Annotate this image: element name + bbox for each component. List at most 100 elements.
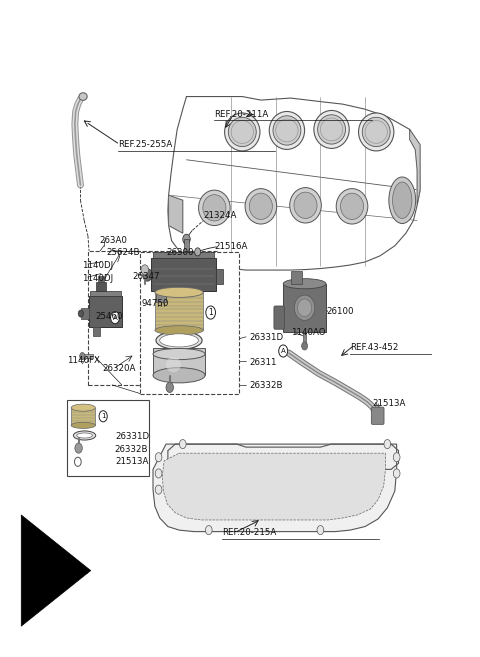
Text: 26311: 26311 <box>250 357 277 367</box>
Bar <box>140 252 239 394</box>
Text: 26332B: 26332B <box>114 445 147 453</box>
Ellipse shape <box>155 287 203 298</box>
Ellipse shape <box>314 110 349 148</box>
Ellipse shape <box>228 118 256 147</box>
Bar <box>89 296 122 327</box>
Ellipse shape <box>294 295 315 321</box>
Circle shape <box>301 342 308 350</box>
Ellipse shape <box>393 182 412 219</box>
FancyBboxPatch shape <box>274 306 284 329</box>
Ellipse shape <box>156 331 202 350</box>
Bar <box>153 252 215 258</box>
Text: REF.25-255A: REF.25-255A <box>118 140 172 149</box>
Text: 263A0: 263A0 <box>99 237 127 245</box>
Ellipse shape <box>155 326 203 335</box>
Circle shape <box>384 440 391 449</box>
Ellipse shape <box>166 357 181 373</box>
Ellipse shape <box>340 193 363 219</box>
Bar <box>96 283 106 291</box>
Circle shape <box>206 306 216 319</box>
Text: REF.20-211A: REF.20-211A <box>215 110 269 119</box>
Ellipse shape <box>71 422 96 428</box>
Circle shape <box>155 485 162 494</box>
Text: 26100: 26100 <box>326 307 353 316</box>
Ellipse shape <box>389 177 416 223</box>
Text: REF.43-452: REF.43-452 <box>350 344 398 352</box>
FancyBboxPatch shape <box>372 407 384 424</box>
Text: 1140DJ: 1140DJ <box>83 261 113 269</box>
Bar <box>93 327 100 336</box>
Text: 1140AO: 1140AO <box>290 328 325 337</box>
Text: 1140DJ: 1140DJ <box>83 274 113 283</box>
Ellipse shape <box>362 118 390 147</box>
Circle shape <box>279 345 288 357</box>
Text: 26320A: 26320A <box>103 364 136 373</box>
Bar <box>71 407 96 425</box>
Circle shape <box>141 265 148 275</box>
Text: 1: 1 <box>208 308 213 317</box>
Bar <box>153 348 205 375</box>
Bar <box>156 291 167 302</box>
Ellipse shape <box>290 188 321 223</box>
Polygon shape <box>162 453 385 520</box>
Text: 21516A: 21516A <box>215 242 248 251</box>
Text: 94750: 94750 <box>142 300 169 308</box>
Ellipse shape <box>359 113 394 151</box>
Bar <box>97 276 104 283</box>
Circle shape <box>166 382 173 392</box>
Circle shape <box>180 440 186 449</box>
Ellipse shape <box>336 189 368 224</box>
Ellipse shape <box>225 113 260 151</box>
Text: 25460: 25460 <box>96 312 123 321</box>
Bar <box>216 269 223 284</box>
Bar <box>283 284 326 332</box>
Text: 1140FX: 1140FX <box>67 356 100 365</box>
Polygon shape <box>410 129 420 205</box>
Bar <box>90 291 120 296</box>
Ellipse shape <box>294 192 317 219</box>
Ellipse shape <box>199 190 230 225</box>
Text: 21513A: 21513A <box>116 457 149 466</box>
Text: 25624B: 25624B <box>107 248 140 258</box>
Ellipse shape <box>73 431 96 440</box>
Text: 21513A: 21513A <box>372 399 406 408</box>
Ellipse shape <box>77 433 92 438</box>
Ellipse shape <box>245 189 276 224</box>
Bar <box>303 332 306 346</box>
Ellipse shape <box>160 334 198 347</box>
Ellipse shape <box>318 115 346 144</box>
Circle shape <box>155 469 162 478</box>
Text: REF.20-215A: REF.20-215A <box>222 528 276 537</box>
Ellipse shape <box>143 269 152 281</box>
Bar <box>82 354 93 358</box>
Ellipse shape <box>298 299 312 317</box>
Polygon shape <box>168 195 183 233</box>
Ellipse shape <box>269 112 305 149</box>
Circle shape <box>80 353 85 359</box>
Circle shape <box>155 453 162 462</box>
Ellipse shape <box>283 279 326 289</box>
Text: 26332B: 26332B <box>250 382 283 390</box>
Bar <box>184 239 189 251</box>
Circle shape <box>183 234 190 244</box>
Text: 26300: 26300 <box>166 248 193 258</box>
Ellipse shape <box>249 193 273 219</box>
Text: 26331D: 26331D <box>250 333 284 342</box>
Bar <box>151 258 216 291</box>
Circle shape <box>393 453 400 462</box>
Ellipse shape <box>71 404 96 411</box>
Bar <box>67 400 148 476</box>
Ellipse shape <box>153 348 205 359</box>
Text: 26347: 26347 <box>132 271 160 281</box>
Ellipse shape <box>273 116 301 145</box>
Circle shape <box>317 526 324 535</box>
Circle shape <box>99 411 107 422</box>
Circle shape <box>110 311 120 324</box>
Text: FR.: FR. <box>68 566 89 576</box>
Ellipse shape <box>78 310 84 317</box>
Circle shape <box>205 526 212 535</box>
Text: 21324A: 21324A <box>203 211 237 220</box>
Text: 26331D: 26331D <box>115 432 149 441</box>
Text: 1: 1 <box>101 413 106 419</box>
Text: A: A <box>281 348 286 354</box>
